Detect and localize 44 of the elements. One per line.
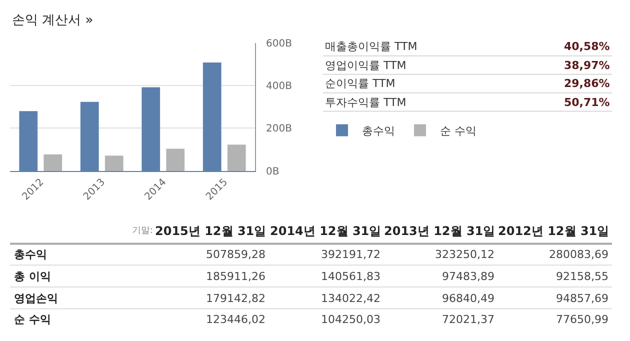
y-tick-label: 200B bbox=[266, 124, 292, 135]
data-label: 140561,83 bbox=[321, 270, 380, 283]
data-label: 185911,26 bbox=[206, 270, 266, 283]
data-label: 94857,69 bbox=[556, 292, 608, 305]
data-label: 97483,89 bbox=[442, 270, 494, 283]
data-label: 134022,42 bbox=[321, 292, 380, 305]
category-label: 순이익률 TTM bbox=[325, 77, 396, 90]
chart-title: 손익 계산서 » bbox=[12, 13, 94, 28]
data-label: 179142,82 bbox=[206, 292, 266, 305]
y-tick-label: 600B bbox=[266, 38, 292, 50]
data-label: 507859,28 bbox=[206, 248, 266, 261]
text: 기말: bbox=[132, 226, 154, 236]
data-label: 50,71% bbox=[564, 96, 610, 109]
category-label: 영업이익률 TTM bbox=[325, 59, 406, 72]
category-label: 투자수익률 TTM bbox=[325, 96, 406, 109]
data-label: 77650,99 bbox=[556, 313, 608, 326]
category-label: 2013년 12월 31일 bbox=[384, 224, 496, 238]
data-label: 280083,69 bbox=[549, 248, 608, 261]
data-label: 323250,12 bbox=[435, 248, 494, 261]
data-label: 104250,03 bbox=[321, 313, 380, 326]
data-label: 123446,02 bbox=[206, 313, 266, 326]
data-label: 40,58% bbox=[564, 40, 610, 53]
category-label: 매출총이익률 TTM bbox=[325, 40, 418, 53]
category-label: 2014년 12월 31일 bbox=[270, 224, 382, 238]
legend-label: 총수익 bbox=[362, 124, 395, 138]
bar bbox=[227, 144, 246, 171]
category-label: 2015년 12월 31일 bbox=[155, 224, 266, 238]
bar bbox=[104, 156, 124, 171]
data-label: 38,97% bbox=[564, 59, 610, 72]
bar bbox=[166, 148, 185, 171]
data-label: 29,86% bbox=[564, 77, 610, 90]
text: 총 이익 bbox=[14, 270, 51, 283]
data-label: 392191,72 bbox=[321, 248, 380, 261]
data-label: 92158,55 bbox=[556, 270, 608, 283]
bar bbox=[44, 154, 62, 171]
y-tick-label: 0B bbox=[266, 166, 280, 178]
category-label: 2012년 12월 31일 bbox=[498, 224, 610, 238]
legend-label: 순 수익 bbox=[440, 124, 476, 138]
data-label: 96840,49 bbox=[442, 292, 494, 305]
y-tick-label: 400B bbox=[266, 81, 292, 92]
text: 총수익 bbox=[14, 248, 47, 261]
text: 영업손익 bbox=[14, 292, 58, 305]
text: 순 수익 bbox=[14, 313, 51, 326]
data-label: 72021,37 bbox=[442, 313, 494, 326]
